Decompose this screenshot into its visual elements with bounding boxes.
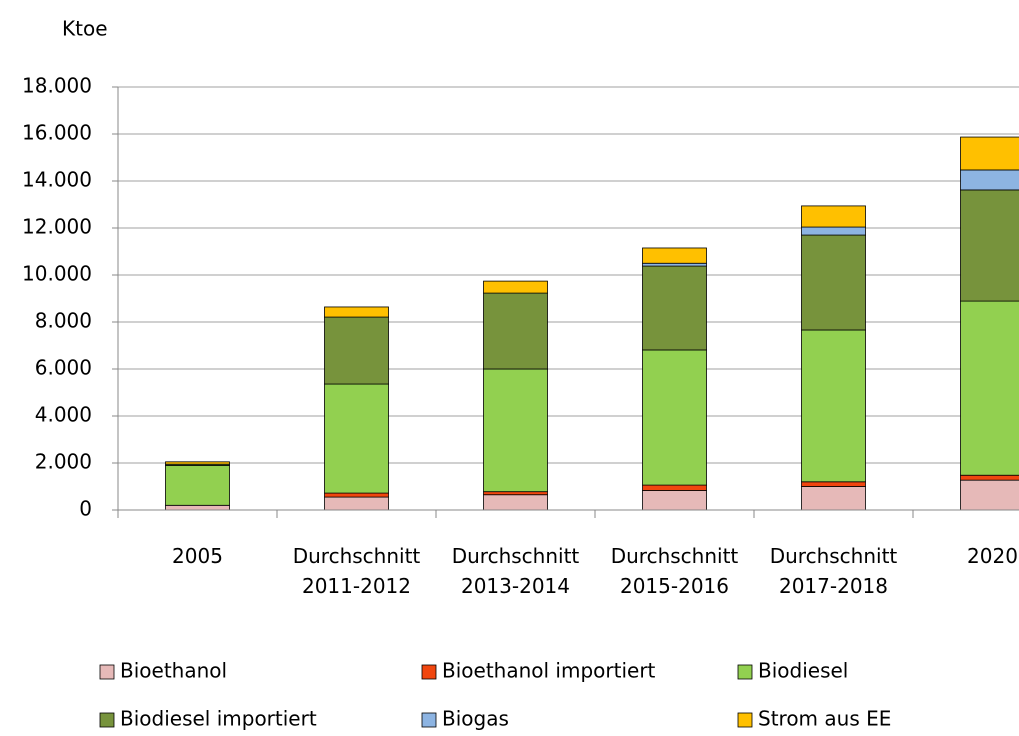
legend-swatch [421, 712, 437, 728]
bar-segment [324, 306, 389, 318]
bar-segment [324, 496, 389, 511]
bar-segment [960, 136, 1019, 171]
legend-swatch [421, 664, 437, 680]
y-tick-label: 18.000 [22, 74, 92, 98]
bar-segment [642, 247, 707, 264]
bar-segment [324, 383, 389, 494]
legend-label: Bioethanol importiert [442, 659, 656, 683]
y-tick-label: 2.000 [35, 450, 92, 474]
legend-label: Bioethanol [120, 659, 227, 683]
x-tick-label: 2005 [172, 544, 223, 568]
bar-segment [165, 461, 230, 465]
legend-label: Biodiesel importiert [120, 707, 317, 731]
y-tick-label: 6.000 [35, 356, 92, 380]
bar-segment [960, 479, 1019, 511]
bar-segment [960, 300, 1019, 476]
bar-segment [960, 189, 1019, 302]
legend-swatch [99, 664, 115, 680]
x-tick-label: Durchschnitt 2011-2012 [292, 544, 421, 598]
bar-segment [324, 316, 389, 385]
bar-segment [960, 474, 1019, 481]
bar-segment [483, 494, 548, 511]
x-tick-label: Durchschnitt 2013-2014 [451, 544, 580, 598]
bar-segment [642, 490, 707, 511]
y-tick-label: 8.000 [35, 309, 92, 333]
bar-segment [960, 169, 1019, 191]
y-tick-label: 4.000 [35, 403, 92, 427]
bar-segment [801, 205, 866, 228]
x-tick-label: 2020 [967, 544, 1018, 568]
bar-segment [483, 491, 548, 496]
bar-segment [642, 265, 707, 351]
bar-segment [801, 226, 866, 236]
bar-segment [483, 292, 548, 370]
legend-label: Biodiesel [758, 659, 848, 683]
legend-label: Biogas [442, 707, 509, 731]
y-tick-label: 16.000 [22, 121, 92, 145]
legend-swatch [99, 712, 115, 728]
bar-segment [642, 349, 707, 486]
y-axis-label: Ktoe [62, 17, 108, 41]
bar-segment [165, 504, 230, 511]
bar-segment [801, 329, 866, 483]
x-tick-label: Durchschnitt 2017-2018 [769, 544, 898, 598]
y-tick-label: 14.000 [22, 168, 92, 192]
bar-segment [801, 234, 866, 331]
legend-label: Strom aus EE [758, 707, 891, 731]
y-tick-label: 0 [79, 497, 92, 521]
bar-segment [483, 280, 548, 294]
bar-segment [801, 481, 866, 487]
bar-segment [483, 368, 548, 493]
legend-swatch [737, 664, 753, 680]
bar-segment [642, 262, 707, 267]
y-tick-label: 12.000 [22, 215, 92, 239]
bar-segment [324, 492, 389, 498]
legend-swatch [737, 712, 753, 728]
bar-segment [165, 464, 230, 506]
bar-segment [642, 484, 707, 491]
x-tick-label: Durchschnitt 2015-2016 [610, 544, 739, 598]
bar-segment [801, 486, 866, 511]
y-tick-label: 10.000 [22, 262, 92, 286]
